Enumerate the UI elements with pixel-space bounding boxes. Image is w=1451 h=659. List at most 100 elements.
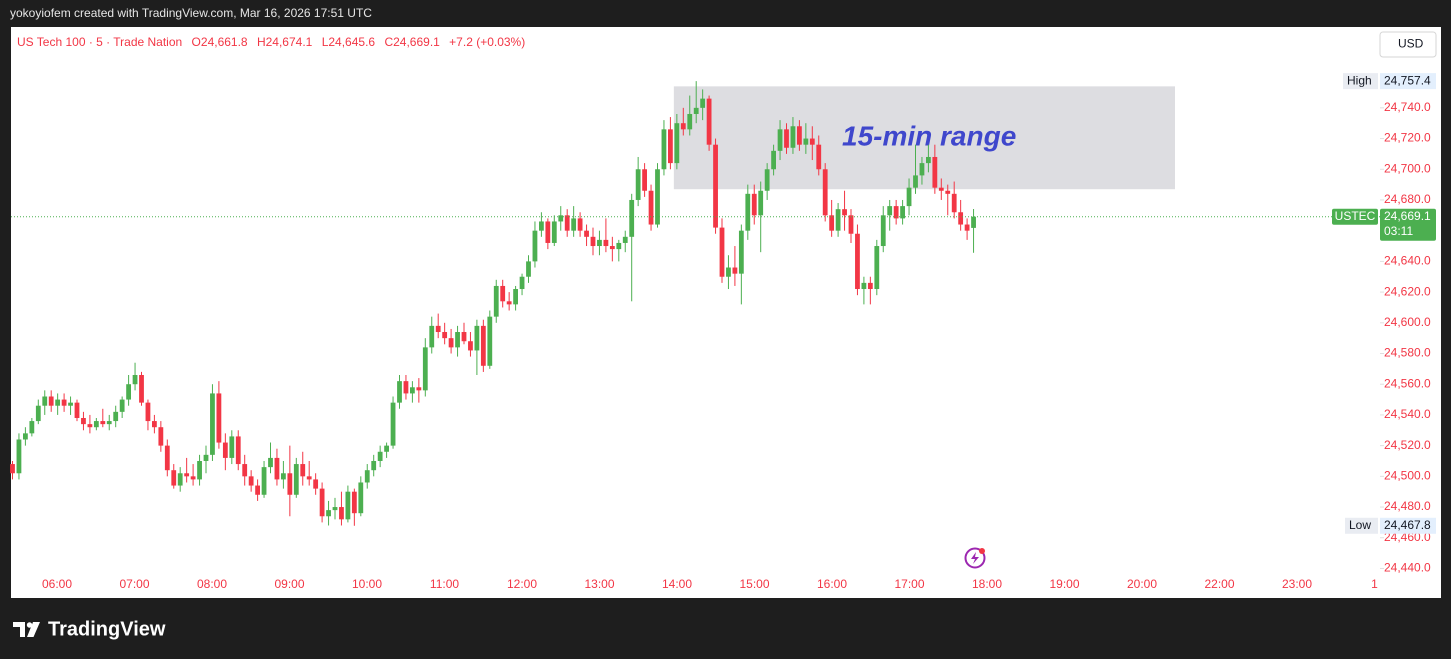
marker-value: 24,757.4 — [1384, 73, 1431, 87]
candle-body — [455, 332, 460, 348]
candle-body — [364, 470, 370, 483]
legend: US Tech 100 · 5 · Trade Nation O24,661.8… — [17, 35, 525, 49]
ohlc-label: L — [322, 35, 329, 49]
candle-body — [235, 436, 241, 465]
candle-body — [726, 267, 731, 277]
candle-body — [106, 421, 112, 425]
candle-body — [597, 239, 602, 247]
brand: TradingView — [48, 618, 166, 640]
candle-body — [835, 209, 841, 231]
ohlc-value: 24,645.6 — [328, 35, 375, 49]
candle-body — [377, 451, 383, 461]
candle-body — [855, 233, 860, 290]
candle-body — [867, 282, 873, 290]
candle-body — [519, 276, 525, 290]
candle-body — [397, 381, 402, 403]
x-tick-label: 07:00 — [119, 577, 149, 591]
candle-body — [951, 193, 957, 213]
candle-body — [938, 187, 944, 191]
candle-body — [42, 396, 48, 406]
candle-body — [777, 129, 783, 151]
candle-body — [545, 221, 551, 243]
candle-body — [87, 424, 93, 428]
candle-body — [126, 384, 131, 400]
x-tick-label: 08:00 — [197, 577, 227, 591]
candle-body — [306, 476, 312, 480]
brand-logo — [13, 622, 40, 637]
marker-label: High — [1347, 73, 1372, 87]
candle-body — [964, 224, 970, 231]
candle-body — [932, 156, 938, 188]
candle-body — [526, 261, 531, 277]
candle-body — [861, 282, 867, 290]
candle-body — [435, 325, 441, 333]
candle-body — [648, 190, 654, 225]
marker-value-bg — [1380, 517, 1436, 534]
candle-body — [745, 193, 751, 231]
candle-body — [23, 433, 28, 440]
candle-body — [732, 267, 738, 274]
candle-body — [416, 387, 422, 391]
y-tick-label: 24,620.0 — [1384, 284, 1431, 298]
candle-body — [132, 375, 138, 385]
candle-body — [945, 190, 951, 194]
candle-body — [513, 289, 518, 305]
candle-body — [255, 485, 260, 495]
candle-body — [332, 507, 338, 511]
candle-body — [900, 206, 905, 219]
candle-body — [152, 421, 157, 428]
candle-body — [242, 464, 248, 477]
candle-body — [171, 470, 177, 486]
x-tick-label: 22:00 — [1204, 577, 1234, 591]
candle-body — [468, 341, 473, 351]
marker-label-bg — [1343, 73, 1378, 90]
candle-body — [493, 285, 499, 317]
candle-body — [326, 510, 331, 517]
candle-body — [384, 445, 389, 452]
candle-body — [971, 216, 976, 228]
candle-body — [738, 230, 744, 274]
candle-body — [751, 193, 757, 216]
candle-body — [351, 491, 357, 514]
candle-body — [216, 393, 222, 443]
candle-body — [300, 464, 306, 477]
candle-body — [210, 393, 215, 455]
candle-body — [68, 402, 73, 406]
candle-body — [784, 129, 789, 148]
x-tick-label: 20:00 — [1127, 577, 1157, 591]
alert-icon[interactable] — [964, 547, 986, 569]
marker-label-bg — [1345, 517, 1378, 534]
y-tick-label: 24,480.0 — [1384, 499, 1431, 513]
candle-body — [203, 454, 209, 461]
currency[interactable]: USD — [1398, 37, 1424, 51]
candle-body — [429, 325, 435, 348]
candle-body — [687, 113, 693, 130]
candle-body — [713, 144, 718, 228]
candle-body — [10, 464, 15, 474]
x-tick-label: 06:00 — [42, 577, 72, 591]
candle-body — [35, 405, 41, 422]
candle-body — [74, 402, 80, 418]
candle-body — [797, 126, 802, 145]
candle-body — [390, 402, 396, 446]
currency-button[interactable] — [1379, 31, 1437, 58]
candle-body — [816, 144, 822, 170]
candle-body — [635, 169, 641, 200]
candle-body — [603, 239, 609, 247]
candle-body — [268, 457, 273, 468]
x-tick-label: 13:00 — [584, 577, 614, 591]
change: +7.2 (+0.03%) — [449, 35, 525, 49]
price-badge — [1380, 208, 1436, 241]
x-tick-label: 19:00 — [1049, 577, 1079, 591]
candle-body — [93, 421, 99, 428]
y-tick-label: 24,520.0 — [1384, 438, 1431, 452]
candle-body — [16, 439, 22, 474]
candle-body — [609, 246, 615, 250]
candle-body — [564, 215, 570, 231]
y-tick-label: 24,440.0 — [1384, 561, 1431, 575]
y-tick-label: 24,740.0 — [1384, 100, 1431, 114]
candle-body — [139, 375, 144, 403]
candle-body — [371, 460, 377, 471]
candle-body — [700, 98, 706, 108]
